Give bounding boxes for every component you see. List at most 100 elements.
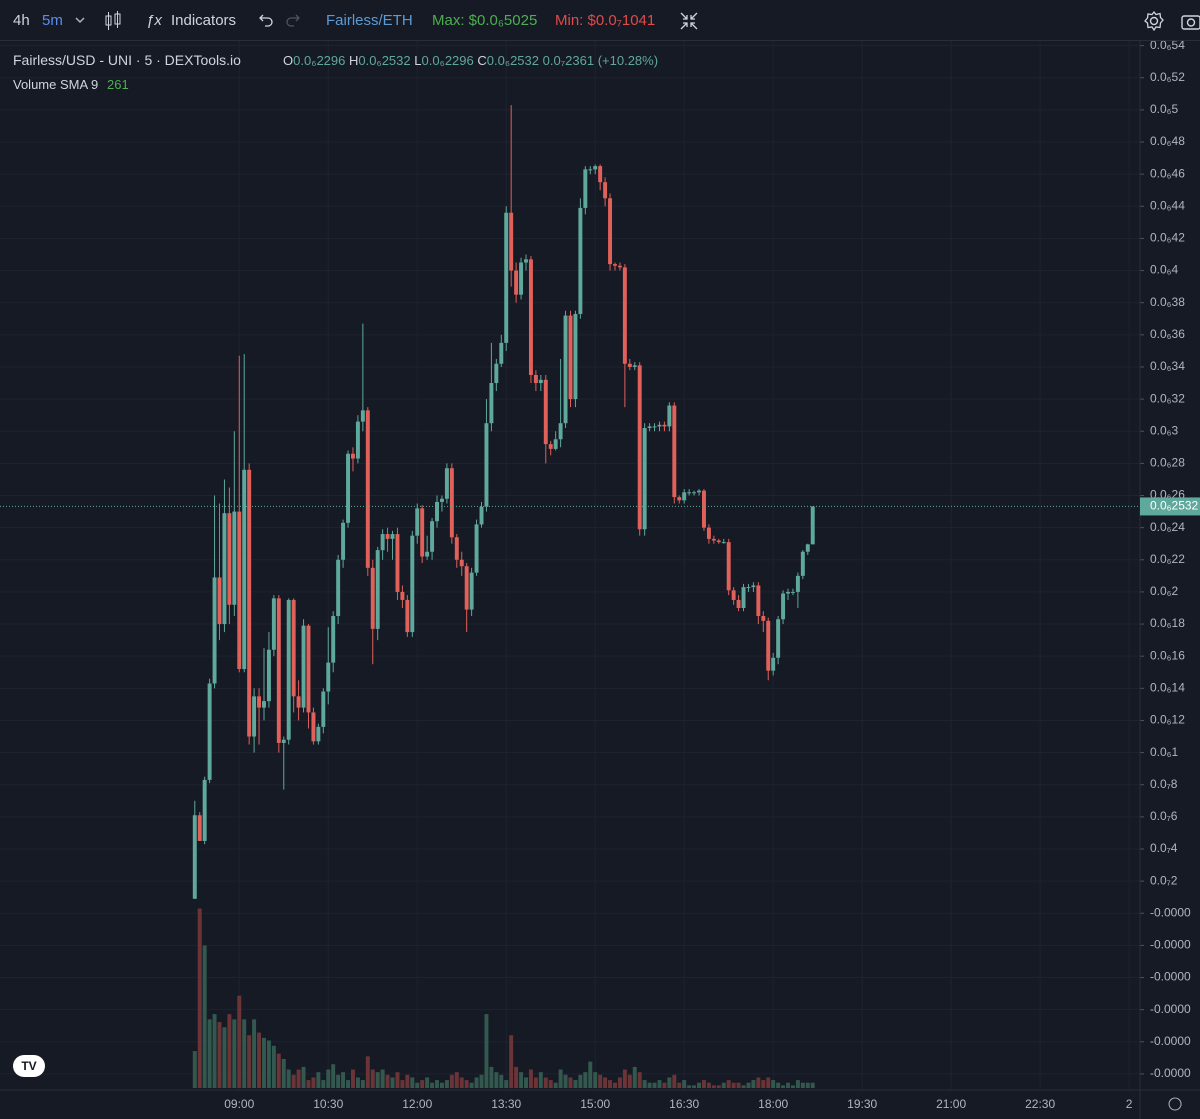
candle-body — [262, 701, 266, 708]
candle-body — [266, 649, 271, 702]
volume-bar — [370, 1069, 375, 1088]
volume-bar — [810, 1082, 815, 1088]
volume-bar — [336, 1074, 341, 1088]
tv-logo[interactable]: TV — [13, 1055, 45, 1077]
candle-body — [444, 468, 449, 499]
volume-bar — [360, 1080, 365, 1088]
volume-bar — [528, 1069, 533, 1088]
volume-bar — [519, 1072, 524, 1088]
pair-link[interactable]: Fairless/ETH — [326, 12, 413, 29]
dropdown-icon[interactable] — [74, 14, 86, 26]
candle-body — [657, 424, 662, 427]
compress-icon[interactable] — [679, 11, 699, 31]
candle-body — [533, 375, 538, 384]
camera-icon[interactable] — [1180, 11, 1200, 31]
candle-body — [454, 537, 459, 560]
open-value: 0.0₆2296 — [293, 53, 346, 68]
volume-bar — [232, 1019, 237, 1088]
candle-body — [776, 619, 781, 658]
x-tick-label: 13:30 — [491, 1097, 521, 1111]
volume-bar — [672, 1074, 677, 1088]
x-tick-label: 15:00 — [580, 1097, 610, 1111]
candle-body — [751, 585, 756, 588]
y-tick-label: 0.0₇2 — [1150, 873, 1178, 887]
candle-body — [242, 469, 247, 670]
candle-body — [761, 616, 766, 621]
x-tick-label: 22:30 — [1025, 1097, 1055, 1111]
candle-body — [692, 492, 697, 494]
high-label: H — [349, 53, 359, 68]
candle-body — [499, 342, 504, 364]
candle-body — [311, 712, 316, 742]
interval-5m[interactable]: 5m — [42, 12, 63, 29]
low-label: L — [414, 53, 422, 68]
candle-body — [617, 265, 622, 268]
volume-bar — [598, 1074, 603, 1088]
indicators-button[interactable]: Indicators — [171, 12, 237, 29]
volume-bar — [647, 1082, 652, 1088]
volume-bar — [578, 1074, 583, 1088]
volume-bar — [227, 1014, 232, 1088]
volume-bar — [766, 1077, 771, 1088]
volume-bar — [726, 1080, 731, 1088]
y-tick-label: 0.0₆3 — [1150, 423, 1179, 437]
volume-bar — [439, 1082, 444, 1088]
candle-body — [420, 508, 425, 557]
volume-bar — [271, 1045, 276, 1088]
candle-body — [756, 585, 761, 617]
candles-icon[interactable] — [103, 10, 123, 32]
volume-bar — [301, 1066, 306, 1088]
x-tick-label: 2 — [1126, 1097, 1133, 1111]
volume-bar — [741, 1085, 746, 1088]
candle-body — [711, 538, 716, 541]
volume-bar — [247, 1035, 252, 1088]
redo-icon[interactable] — [286, 12, 302, 28]
candle-body — [395, 534, 400, 592]
volume-bar — [454, 1072, 459, 1088]
volume-bar — [341, 1072, 346, 1088]
x-tick-label: 18:00 — [758, 1097, 788, 1111]
volume-bar — [484, 1014, 489, 1088]
fx-icon[interactable]: ƒx — [146, 12, 162, 29]
candle-body — [306, 625, 311, 713]
y-tick-label: 0.0₆34 — [1150, 359, 1185, 373]
volume-bar — [355, 1077, 360, 1088]
candle-body — [528, 259, 533, 376]
candle-body — [786, 591, 790, 594]
candle-body — [721, 542, 726, 544]
settings-icon[interactable] — [1143, 10, 1165, 32]
y-tick-label: 0.0₆2 — [1150, 584, 1179, 598]
x-tick-label: 12:00 — [402, 1097, 432, 1111]
volume-bar — [207, 1019, 212, 1088]
interval-4h[interactable]: 4h — [13, 12, 30, 29]
candle-body — [375, 550, 380, 629]
volume-bar — [509, 1035, 514, 1088]
candle-body — [771, 657, 776, 671]
candle-body — [484, 423, 489, 507]
volume-bar — [667, 1077, 672, 1088]
candle-body — [553, 439, 558, 449]
volume-bar — [756, 1077, 761, 1088]
y-tick-label: 0.0₆32 — [1150, 391, 1185, 405]
volume-bar — [311, 1077, 316, 1088]
candle-body — [435, 501, 439, 522]
candle-body — [672, 405, 677, 498]
candle-body — [489, 383, 494, 424]
volume-bar — [400, 1080, 405, 1088]
volume-bar — [326, 1069, 331, 1088]
y-tick-label: 0.0₇6 — [1150, 809, 1178, 823]
y-tick-label: 0.0₆18 — [1150, 616, 1185, 630]
candle-body — [197, 815, 202, 841]
candle-body — [257, 696, 262, 708]
volume-bar — [533, 1077, 538, 1088]
volume-bar — [415, 1082, 420, 1088]
y-tick-label: -0.0000 — [1150, 905, 1191, 919]
symbol-info: Fairless/USD - UNI · 5 · DEXTools.io — [13, 52, 241, 68]
y-tick-label: 0.0₇8 — [1150, 777, 1178, 791]
undo-icon[interactable] — [257, 12, 273, 28]
candle-body — [608, 198, 613, 265]
candle-body — [558, 423, 563, 440]
volume-bar — [365, 1056, 370, 1088]
candle-body — [464, 566, 469, 610]
